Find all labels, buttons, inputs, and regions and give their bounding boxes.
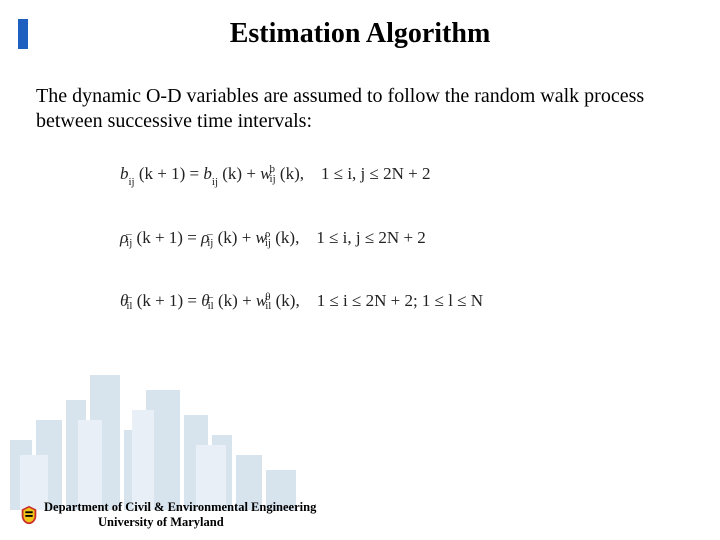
footer-line-2: University of Maryland — [44, 515, 316, 530]
footer: Department of Civil & Environmental Engi… — [44, 500, 316, 530]
footer-line-1: Department of Civil & Environmental Engi… — [44, 500, 316, 515]
equation-3: θ–il (k + 1) = θ–il (k) + wθil (k), 1 ≤ … — [120, 291, 720, 312]
equation-2: ρ–ij (k + 1) = ρ–ij (k) + wρij (k), 1 ≤ … — [120, 228, 720, 249]
equation-1: bij (k + 1) = bij (k) + wbij (k), 1 ≤ i,… — [120, 164, 720, 186]
equations-block: bij (k + 1) = bij (k) + wbij (k), 1 ≤ i,… — [0, 134, 720, 312]
title-accent — [18, 19, 28, 49]
page-title: Estimation Algorithm — [40, 18, 720, 50]
university-crest-icon — [18, 504, 40, 526]
title-bar: Estimation Algorithm — [0, 0, 720, 56]
body-paragraph: The dynamic O-D variables are assumed to… — [0, 56, 720, 134]
skyline-graphic — [0, 360, 350, 510]
